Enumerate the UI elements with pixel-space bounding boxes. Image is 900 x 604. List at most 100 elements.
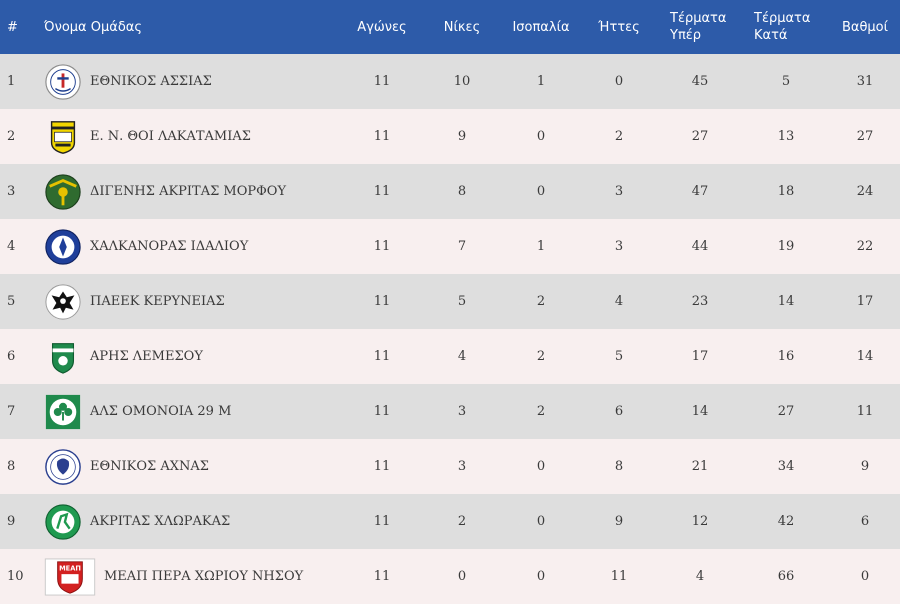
cell-goals-for: 45 [691, 74, 709, 89]
cell-wins: 4 [457, 349, 467, 364]
cell-points: 27 [856, 129, 874, 144]
cell-team: ΑΛΣ ΟΜΟΝΟΙΑ 29 Μ [40, 384, 342, 439]
chalkanoras-idaliou-crest-icon[interactable] [44, 228, 82, 266]
thoi-lakatamias-crest-icon[interactable] [44, 118, 82, 156]
cell-wins: 3 [457, 404, 467, 419]
svg-text:ΜΕΑΠ: ΜΕΑΠ [59, 564, 81, 572]
header-goals-for[interactable]: Τέρματα Υπέρ [658, 0, 742, 54]
cell-team: ΔΙΓΕΝΗΣ ΑΚΡΙΤΑΣ ΜΟΡΦΟΥ [40, 164, 342, 219]
team-name-link[interactable]: ΑΡΗΣ ΛΕΜΕΣΟΥ [90, 349, 203, 364]
cell-losses: 3 [614, 184, 624, 199]
cell-wins: 10 [453, 74, 471, 89]
cell-rank: 2 [7, 129, 16, 144]
cell-goals-for: 12 [691, 514, 709, 529]
cell-wins: 5 [457, 294, 467, 309]
header-team-name[interactable]: Όνομα Ομάδας [44, 19, 142, 35]
cell-wins: 9 [457, 129, 467, 144]
team-name-link[interactable]: ΠΑΕΕΚ ΚΕΡΥΝΕΙΑΣ [90, 294, 225, 309]
cell-goals-for: 47 [691, 184, 709, 199]
cell-team: ΑΡΗΣ ΛΕΜΕΣΟΥ [40, 329, 342, 384]
cell-wins: 8 [457, 184, 467, 199]
aris-lemesou-crest-icon[interactable] [44, 338, 82, 376]
header-rank[interactable]: # [7, 19, 18, 35]
cell-rank: 10 [7, 569, 24, 584]
cell-draws: 0 [536, 184, 546, 199]
table-row: 6 ΑΡΗΣ ΛΕΜΕΣΟΥ 11 4 2 5 17 16 14 [0, 329, 900, 384]
header-draws[interactable]: Ισοπαλία [512, 19, 570, 35]
cell-played: 11 [373, 349, 391, 364]
header-wins[interactable]: Νίκες [443, 19, 481, 35]
cell-played: 11 [373, 74, 391, 89]
digenis-morfou-crest-icon[interactable] [44, 173, 82, 211]
ethnikos-assias-crest-icon[interactable] [44, 63, 82, 101]
header-goals-against-line1: Τέρματα [754, 11, 811, 26]
cell-goals-for: 4 [695, 569, 705, 584]
table-row: 10 ΜΕΑΠ ΜΕΑΠ ΠΕΡΑ ΧΩΡΙΟΥ ΝΗΣΟΥ 11 0 0 11… [0, 549, 900, 604]
table-header-row: # Όνομα Ομάδας Αγώνες Νίκες Ισοπαλία Ήττ… [0, 0, 900, 54]
cell-played: 11 [373, 129, 391, 144]
cell-goals-against: 14 [777, 294, 795, 309]
cell-wins: 2 [457, 514, 467, 529]
cell-draws: 2 [536, 349, 546, 364]
header-goals-for-line2: Υπέρ [670, 28, 702, 43]
cell-goals-against: 66 [777, 569, 795, 584]
header-played[interactable]: Αγώνες [357, 19, 407, 35]
cell-rank: 5 [7, 294, 16, 309]
meap-pera-choriou-crest-icon[interactable]: ΜΕΑΠ [44, 557, 96, 596]
cell-goals-for: 21 [691, 459, 709, 474]
cell-played: 11 [373, 294, 391, 309]
team-name-link[interactable]: ΜΕΑΠ ΠΕΡΑ ΧΩΡΙΟΥ ΝΗΣΟΥ [104, 569, 304, 584]
cell-team: ΜΕΑΠ ΜΕΑΠ ΠΕΡΑ ΧΩΡΙΟΥ ΝΗΣΟΥ [40, 549, 342, 604]
team-name-link[interactable]: ΑΚΡΙΤΑΣ ΧΛΩΡΑΚΑΣ [90, 514, 231, 529]
ethnikos-achnas-crest-icon[interactable] [44, 448, 82, 486]
cell-losses: 3 [614, 239, 624, 254]
cell-points: 6 [860, 514, 870, 529]
cell-rank: 6 [7, 349, 16, 364]
cell-goals-against: 42 [777, 514, 795, 529]
cell-goals-for: 17 [691, 349, 709, 364]
cell-points: 24 [856, 184, 874, 199]
akritas-chlorakas-crest-icon[interactable] [44, 503, 82, 541]
team-name-link[interactable]: ΕΘΝΙΚΟΣ ΑΣΣΙΑΣ [90, 74, 212, 89]
cell-rank: 7 [7, 404, 16, 419]
cell-played: 11 [373, 569, 391, 584]
header-goals-against[interactable]: Τέρματα Κατά [742, 0, 830, 54]
header-points[interactable]: Βαθμοί [841, 19, 889, 35]
cell-draws: 0 [536, 514, 546, 529]
cell-played: 11 [373, 239, 391, 254]
cell-wins: 3 [457, 459, 467, 474]
cell-draws: 1 [536, 74, 546, 89]
team-name-link[interactable]: ΑΛΣ ΟΜΟΝΟΙΑ 29 Μ [90, 404, 232, 419]
cell-draws: 0 [536, 459, 546, 474]
cell-played: 11 [373, 184, 391, 199]
cell-draws: 0 [536, 569, 546, 584]
cell-goals-for: 44 [691, 239, 709, 254]
cell-goals-against: 19 [777, 239, 795, 254]
table-row: 8 ΕΘΝΙΚΟΣ ΑΧΝΑΣ 11 3 0 8 21 34 9 [0, 439, 900, 494]
header-goals-against-line2: Κατά [754, 28, 788, 43]
team-name-link[interactable]: Ε. Ν. ΘΟΙ ΛΑΚΑΤΑΜΙΑΣ [90, 129, 251, 144]
table-row: 3 ΔΙΓΕΝΗΣ ΑΚΡΙΤΑΣ ΜΟΡΦΟΥ 11 8 0 3 47 18 … [0, 164, 900, 219]
team-name-link[interactable]: ΕΘΝΙΚΟΣ ΑΧΝΑΣ [90, 459, 209, 474]
table-row: 1 ΕΘΝΙΚΟΣ ΑΣΣΙΑΣ 11 10 1 0 45 5 31 [0, 54, 900, 109]
cell-rank: 4 [7, 239, 16, 254]
cell-draws: 2 [536, 404, 546, 419]
header-losses[interactable]: Ήττες [598, 19, 640, 35]
team-name-link[interactable]: ΔΙΓΕΝΗΣ ΑΚΡΙΤΑΣ ΜΟΡΦΟΥ [90, 184, 287, 199]
cell-team: Ε. Ν. ΘΟΙ ΛΑΚΑΤΑΜΙΑΣ [40, 109, 342, 164]
cell-losses: 9 [614, 514, 624, 529]
cell-points: 22 [856, 239, 874, 254]
cell-goals-against: 27 [777, 404, 795, 419]
paeek-keryneias-crest-icon[interactable] [44, 283, 82, 321]
cell-team: ΧΑΛΚΑΝΟΡΑΣ ΙΔΑΛΙΟΥ [40, 219, 342, 274]
team-name-link[interactable]: ΧΑΛΚΑΝΟΡΑΣ ΙΔΑΛΙΟΥ [90, 239, 249, 254]
table-row: 5 ΠΑΕΕΚ ΚΕΡΥΝΕΙΑΣ 11 5 2 4 23 14 17 [0, 274, 900, 329]
cell-rank: 9 [7, 514, 16, 529]
cell-losses: 5 [614, 349, 624, 364]
cell-goals-against: 34 [777, 459, 795, 474]
cell-goals-against: 18 [777, 184, 795, 199]
cell-wins: 7 [457, 239, 467, 254]
cell-points: 14 [856, 349, 874, 364]
omonoia-29m-crest-icon[interactable] [44, 393, 82, 431]
cell-losses: 0 [614, 74, 624, 89]
